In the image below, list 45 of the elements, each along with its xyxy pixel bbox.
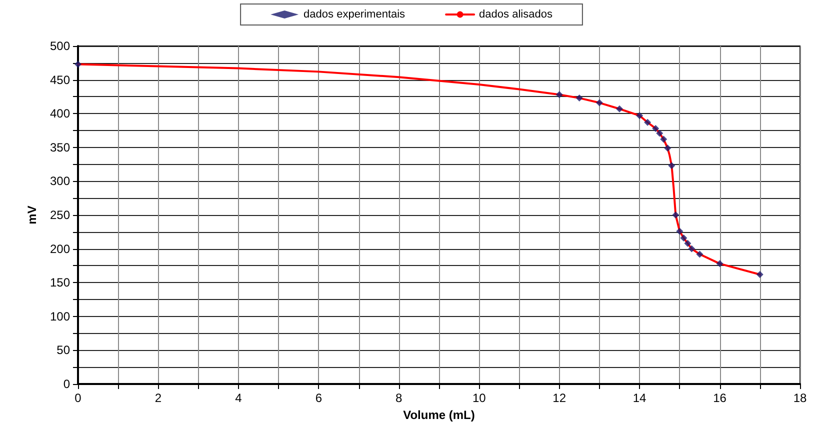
point xyxy=(684,240,692,247)
point xyxy=(756,270,764,278)
x-tick-label: 14 xyxy=(632,391,647,405)
point xyxy=(644,118,652,126)
point xyxy=(74,60,82,68)
y-tick-label: 250 xyxy=(50,208,70,222)
x-tick-label: 4 xyxy=(235,391,242,405)
legend-label: dados experimentais xyxy=(304,8,406,20)
point xyxy=(660,136,668,143)
y-tick-label: 150 xyxy=(50,276,70,290)
point xyxy=(652,124,660,132)
y-tick-label: 300 xyxy=(50,174,70,188)
x-tick-label: 6 xyxy=(315,391,322,405)
x-tick-label: 0 xyxy=(74,391,82,405)
x-tick-label: 16 xyxy=(713,391,727,405)
point xyxy=(596,99,603,106)
point xyxy=(616,105,623,112)
x-tick-label: 12 xyxy=(552,391,566,405)
point xyxy=(556,91,563,98)
x-axis-title: Volume (mL) xyxy=(403,408,475,422)
y-tick-label: 350 xyxy=(50,140,70,154)
x-tick-label: 8 xyxy=(396,391,403,405)
point xyxy=(688,245,696,252)
legend-label: dados alisados xyxy=(479,8,553,20)
y-tick-label: 400 xyxy=(50,106,70,121)
point xyxy=(668,162,676,170)
y-tick-label: 450 xyxy=(50,72,70,87)
y-tick-label: 50 xyxy=(56,343,70,358)
y-tick-label: 200 xyxy=(50,242,70,256)
point xyxy=(636,112,644,120)
point xyxy=(680,234,688,242)
x-tick-label: 18 xyxy=(793,391,807,405)
x-tick-label: 2 xyxy=(154,391,162,405)
point xyxy=(672,212,680,218)
point xyxy=(664,144,672,152)
y-tick-label: 0 xyxy=(63,377,70,391)
y-axis-title: mV xyxy=(25,206,39,224)
y-tick-label: 100 xyxy=(50,309,70,324)
point xyxy=(716,260,724,268)
point xyxy=(676,228,684,235)
point xyxy=(656,130,664,137)
y-tick-label: 500 xyxy=(50,39,70,53)
x-tick-label: 10 xyxy=(472,391,486,405)
point xyxy=(696,250,704,258)
point xyxy=(576,94,583,102)
